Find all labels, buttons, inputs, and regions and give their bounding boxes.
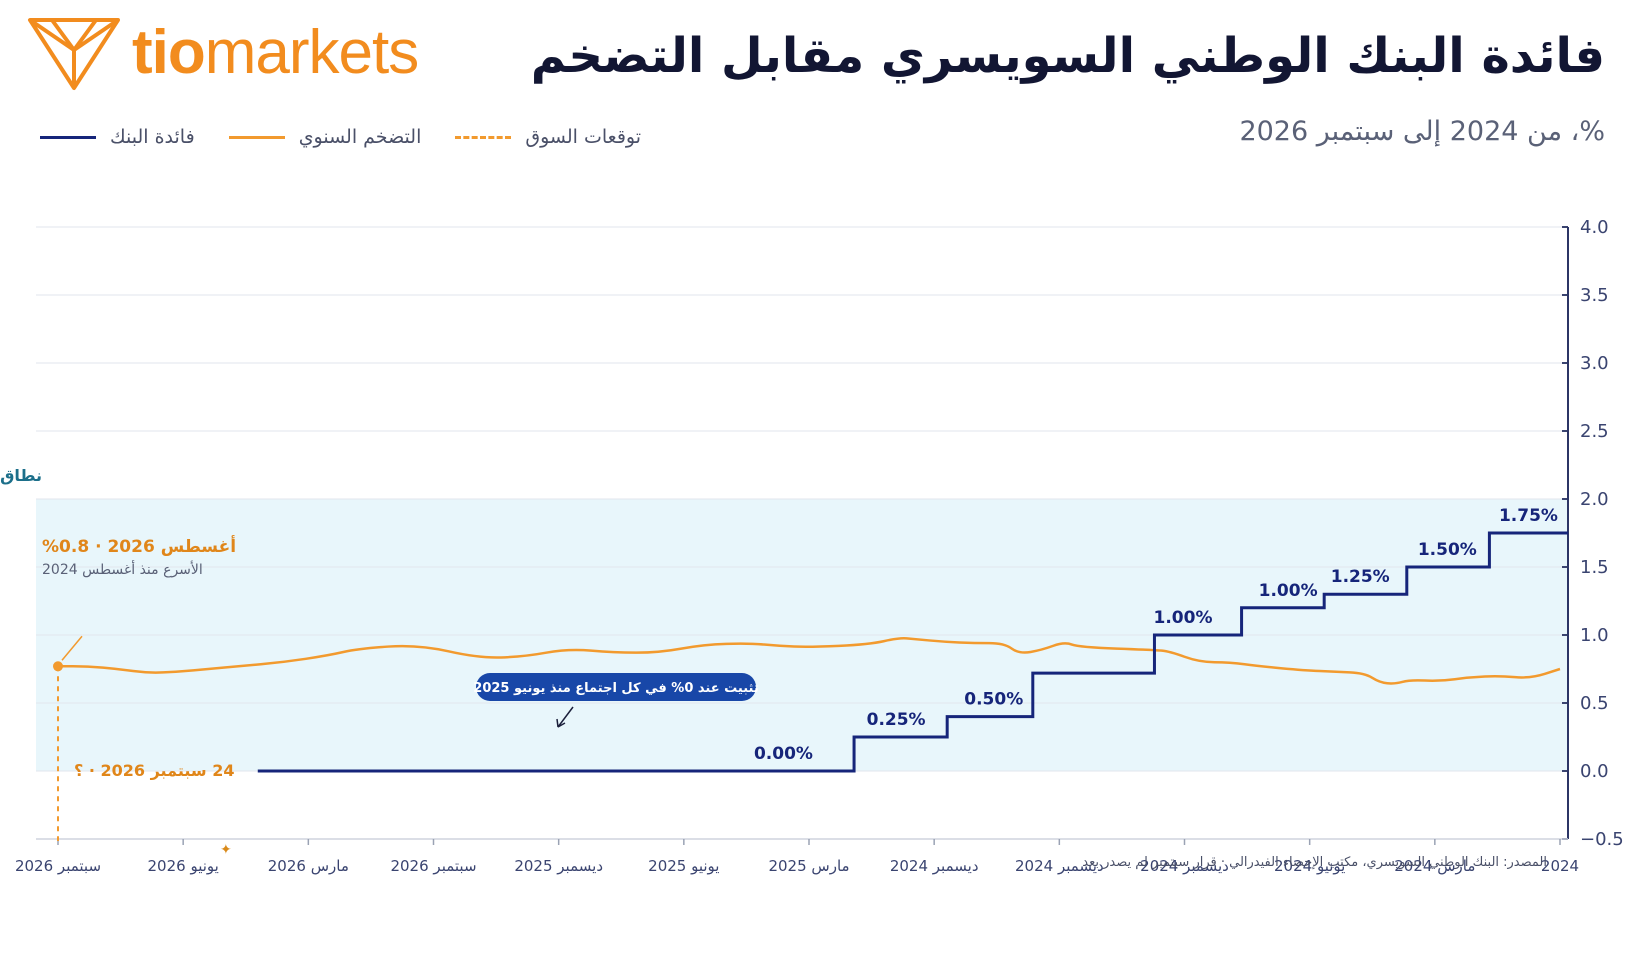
latest-inflation-headline: أغسطس 2026 · 0.8%: [42, 535, 236, 557]
y-tick-label: 2.0: [1580, 489, 1609, 510]
tio-logo-icon: [28, 18, 120, 90]
bank-rate-line: [257, 531, 1568, 773]
bank-rate-data-label: 1.00%: [1259, 581, 1318, 601]
y-tick-label: 2.5: [1580, 421, 1609, 442]
hold-callout-text: تثبيت عند 0% في كل اجتماع منذ يونيو 2025: [473, 681, 758, 696]
y-tick-label: 4.0: [1580, 217, 1609, 238]
stability-band-label: نطاق استقرار الأسعار: 0% إلى 2%: [0, 466, 42, 485]
bank-rate-data-label: 1.75%: [1499, 506, 1558, 526]
legend-label-expectations: توقعات السوق: [525, 126, 642, 148]
y-tick-label: 0.0: [1580, 761, 1609, 782]
hold-callout-pill: [476, 673, 756, 701]
latest-inflation-point: [53, 661, 63, 672]
legend-inflation: التضخم السنوي: [228, 126, 422, 148]
x-tick-label: ديسمبر 2024: [1015, 857, 1104, 875]
x-tick-label: مارس 2025: [768, 857, 849, 875]
y-tick-label: 1.0: [1580, 625, 1609, 646]
x-tick-label: 2024: [1541, 857, 1579, 875]
brand-wordmark: tiomarkets: [132, 22, 419, 84]
legend-swatch-bank: [40, 135, 96, 139]
latest-inflation-subnote: الأسرع منذ أغسطس 2024: [42, 560, 203, 578]
legend-label-inflation: التضخم السنوي: [298, 126, 422, 148]
x-tick-label: سبتمبر 2026: [15, 857, 101, 875]
bank-rate-data-label: 0.50%: [964, 690, 1023, 710]
brand-markets: markets: [204, 18, 419, 87]
brand-tio: tio: [132, 18, 206, 87]
page-title: فائدة البنك الوطني السويسري مقابل التضخم: [530, 28, 1605, 84]
inflation-line: [58, 637, 1561, 685]
legend-bank-rate: فائدة البنك: [40, 126, 195, 148]
bank-rate-data-label: 0.00%: [754, 744, 813, 764]
x-tick-label: مارس 2026: [268, 857, 349, 875]
bank-rate-data-label: 1.25%: [1331, 567, 1390, 587]
y-tick-label: 3.0: [1580, 353, 1609, 374]
hold-callout-arrowhead: [556, 718, 566, 728]
x-tick-label: ديسمبر 2024: [890, 857, 979, 875]
x-tick-label: يونيو 2025: [648, 857, 719, 875]
x-tick-label: يونيو 2026: [147, 857, 218, 875]
source-note: المصدر: البنك الوطني السويسري، مكتب الإح…: [1082, 855, 1547, 870]
bank-rate-data-label: 1.50%: [1418, 540, 1477, 560]
x-tick-label: مارس 2024: [1394, 857, 1475, 875]
chart-subtitle: %، من 2024 إلى سبتمبر 2026: [1239, 116, 1605, 147]
legend-label-bank: فائدة البنك: [110, 126, 195, 148]
brand-logo: tiomarkets: [26, 14, 419, 92]
x-tick-label: ديسمبر 2024: [1140, 857, 1229, 875]
bank-rate-data-label: 1.00%: [1154, 608, 1213, 628]
y-tick-label: 1.5: [1580, 557, 1609, 578]
legend-swatch-expectations: [455, 135, 512, 139]
hold-callout-arrow: [557, 706, 574, 728]
expectation-date-label: 24 سبتمبر 2026 · ؟: [74, 761, 234, 780]
x-tick-label: ديسمبر 2025: [514, 857, 603, 875]
latest-pointer: [61, 635, 83, 661]
x-tick-label: سبتمبر 2026: [390, 857, 476, 875]
footer-mark-icon: ✦: [220, 842, 232, 858]
x-tick-label: يونيو 2024: [1274, 857, 1345, 875]
y-tick-label: 0.5: [1580, 693, 1609, 714]
y-tick-label: −0.5: [1580, 829, 1624, 850]
y-tick-label: 3.5: [1580, 285, 1609, 306]
bank-rate-data-label: 0.25%: [867, 710, 926, 730]
legend-expectations: توقعات السوق: [455, 126, 641, 148]
legend-swatch-inflation: [228, 135, 285, 139]
chart-legend: فائدة البنك التضخم السنوي توقعات السوق: [40, 126, 675, 148]
